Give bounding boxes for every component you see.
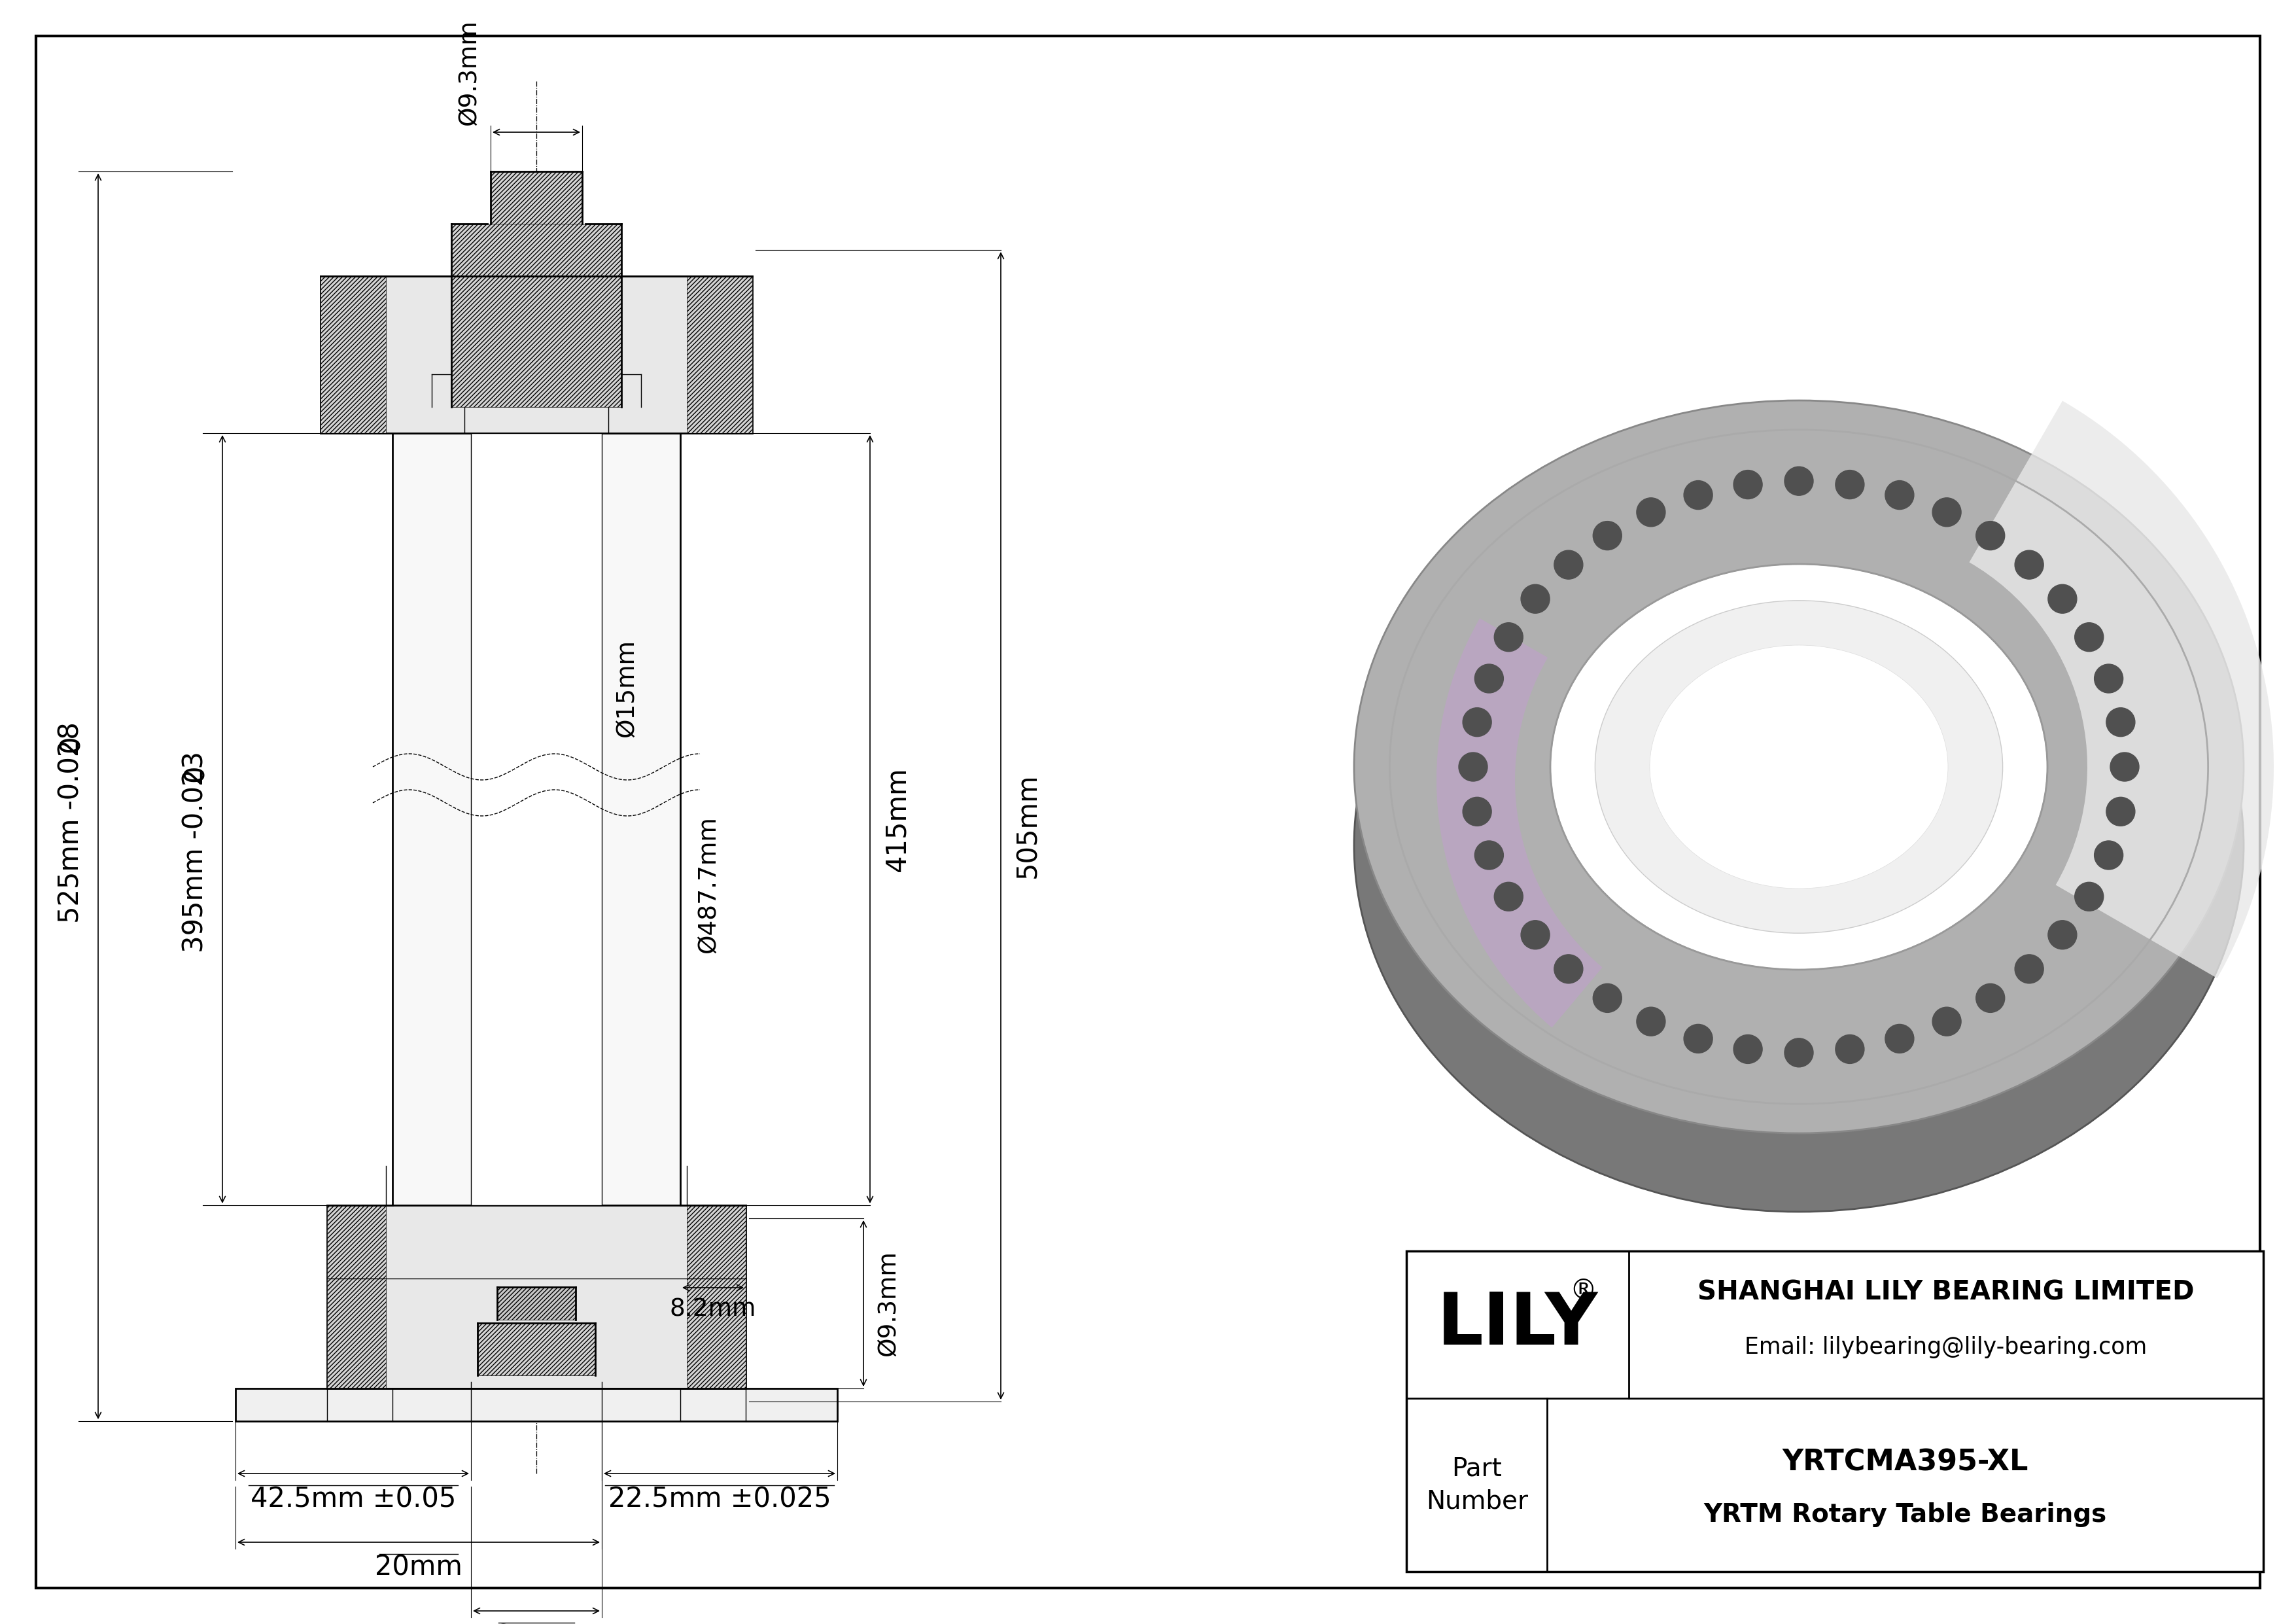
Circle shape [1733,1034,1763,1064]
Wedge shape [1437,619,1603,1028]
Circle shape [1885,1025,1915,1052]
Circle shape [2105,797,2135,827]
Bar [236,1389,838,1421]
Circle shape [2105,708,2135,737]
Ellipse shape [1651,645,1947,888]
Bar [498,1288,576,1320]
Circle shape [1495,882,1522,911]
Circle shape [1885,481,1915,510]
Text: 20mm: 20mm [374,1554,461,1582]
Circle shape [1458,752,1488,781]
Circle shape [1593,984,1621,1012]
Ellipse shape [1550,564,2048,970]
Bar [321,276,386,434]
Text: SHANGHAI LILY BEARING LIMITED: SHANGHAI LILY BEARING LIMITED [1697,1280,2195,1306]
Circle shape [1683,1025,1713,1052]
Circle shape [2016,551,2043,580]
Circle shape [2110,752,2140,781]
Circle shape [1474,664,1504,693]
Circle shape [1593,521,1621,551]
Circle shape [2076,622,2103,651]
Circle shape [1554,551,1582,580]
Circle shape [1463,708,1492,737]
Text: ®: ® [1570,1276,1596,1304]
Text: 0: 0 [181,765,209,783]
Circle shape [1520,585,1550,614]
Text: Ø15mm: Ø15mm [615,640,638,737]
Circle shape [1520,921,1550,950]
Circle shape [2048,921,2078,950]
Ellipse shape [1550,643,2048,1047]
Text: Part
Number: Part Number [1426,1457,1529,1514]
Circle shape [1784,1038,1814,1067]
Bar [1407,1250,2264,1572]
Circle shape [1554,955,1582,984]
Bar [393,434,680,1205]
Text: 505mm: 505mm [1015,773,1042,879]
Text: 395mm -0.023: 395mm -0.023 [181,752,209,953]
Ellipse shape [1355,479,2243,1212]
Circle shape [2094,664,2124,693]
Bar [452,224,622,408]
Bar [687,276,753,434]
Bar [687,1205,746,1389]
Circle shape [1683,481,1713,510]
Wedge shape [1970,401,2273,978]
Bar [471,434,602,1205]
Circle shape [1977,984,2004,1012]
Bar [478,1324,595,1376]
Circle shape [1977,521,2004,551]
Text: 0: 0 [57,736,85,752]
Circle shape [1637,499,1665,526]
Text: YRTM Rotary Table Bearings: YRTM Rotary Table Bearings [1704,1502,2108,1527]
Text: LILY: LILY [1437,1289,1598,1359]
Ellipse shape [1355,401,2243,1134]
Circle shape [1933,499,1961,526]
Bar [326,1205,386,1389]
Text: 8.2mm: 8.2mm [670,1298,755,1320]
Circle shape [1835,471,1864,499]
Circle shape [1474,841,1504,869]
Circle shape [2076,882,2103,911]
Ellipse shape [1596,601,2002,934]
Circle shape [2016,955,2043,984]
Circle shape [1495,622,1522,651]
Text: 415mm: 415mm [884,767,912,872]
Text: Email: lilybearing@lily-bearing.com: Email: lilybearing@lily-bearing.com [1745,1337,2147,1358]
Circle shape [2048,585,2078,614]
Circle shape [1784,466,1814,495]
Text: Ø9.3mm: Ø9.3mm [457,19,480,125]
Text: 22.5mm ±0.025: 22.5mm ±0.025 [608,1486,831,1514]
Text: Ø9.3mm: Ø9.3mm [877,1250,900,1356]
Bar [491,172,583,224]
Text: Ø487.7mm: Ø487.7mm [696,815,721,953]
Circle shape [1733,471,1763,499]
Bar [326,1205,746,1389]
Circle shape [1835,1034,1864,1064]
Text: YRTCMA395-XL: YRTCMA395-XL [1782,1449,2027,1476]
Bar [321,276,753,434]
Circle shape [2094,841,2124,869]
Circle shape [1463,797,1492,827]
Circle shape [1933,1007,1961,1036]
Circle shape [1637,1007,1665,1036]
Text: 525mm -0.028: 525mm -0.028 [57,721,85,922]
Text: 42.5mm ±0.05: 42.5mm ±0.05 [250,1486,457,1514]
